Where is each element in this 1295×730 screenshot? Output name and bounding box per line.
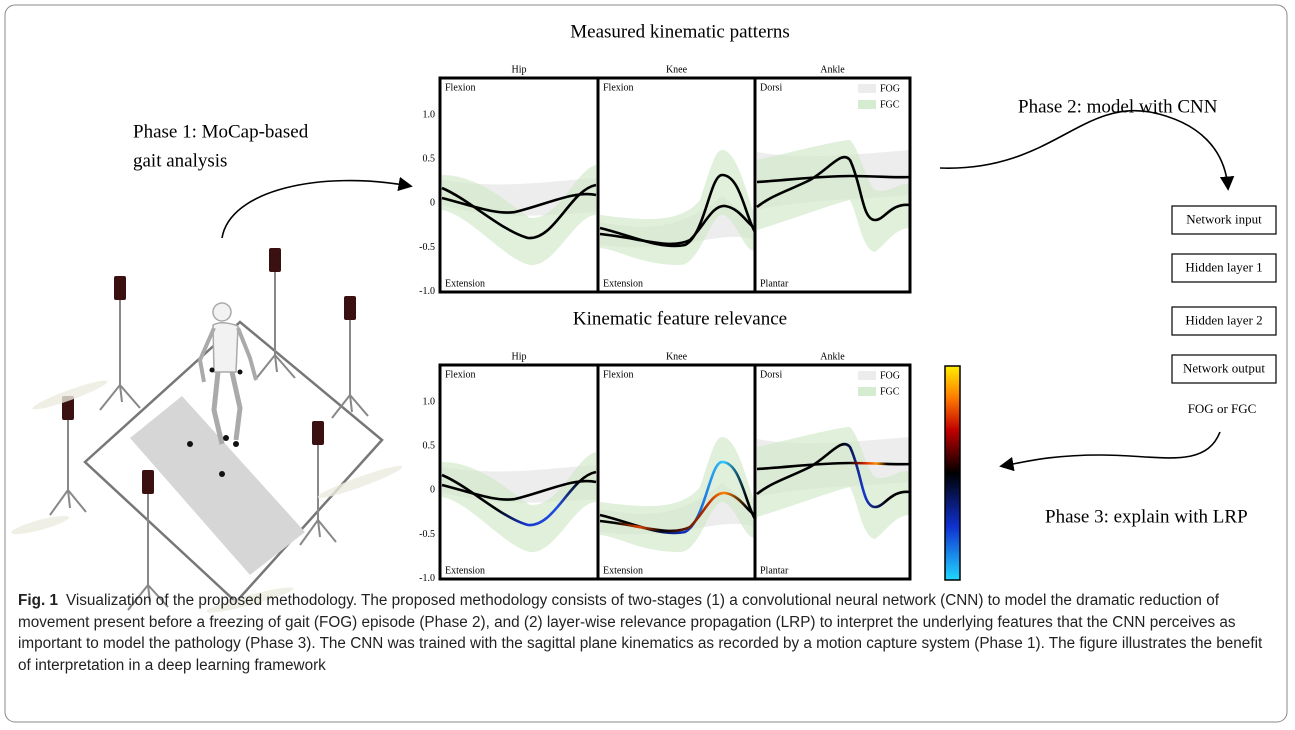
network-layer-box	[1171, 306, 1277, 336]
network-layer-label: Network output	[1183, 360, 1265, 375]
figure-border	[4, 4, 1288, 723]
axis-direction: Flexion	[445, 369, 476, 380]
subplot-title: Ankle	[820, 64, 845, 75]
subplot-title: Hip	[512, 64, 527, 75]
mean-curve	[599, 204, 756, 246]
phase-label: Phase 3: explain with LRP	[1045, 506, 1248, 527]
panel-title: Kinematic feature relevance	[573, 308, 787, 329]
arrow-phase1	[221, 176, 413, 239]
mean-curve	[756, 155, 911, 222]
curves	[441, 427, 911, 553]
axis-direction: Extension	[603, 278, 643, 289]
network-layer-label: Hidden layer 1	[1185, 259, 1262, 274]
axis-direction: Extension	[445, 278, 485, 289]
legend-label: FOG	[880, 83, 900, 94]
axis-direction: Plantar	[760, 565, 789, 576]
caption-label: Fig. 1	[18, 592, 58, 609]
mean-curve	[441, 183, 597, 240]
mean-curve	[599, 491, 756, 533]
caption-text: Visualization of the proposed methodolog…	[18, 592, 1263, 674]
legend-label: FGC	[880, 99, 900, 110]
phase-label: gait analysis	[133, 150, 227, 171]
y-tick-label: 0	[430, 198, 435, 209]
y-tick-label: 1.0	[423, 109, 436, 120]
y-tick-label: 0.5	[423, 440, 436, 451]
legend-label: FOG	[880, 370, 900, 381]
legend-swatch	[858, 371, 876, 380]
axis-direction: Dorsi	[760, 82, 782, 93]
subplot-frame	[753, 76, 912, 294]
y-tick-label: 0.5	[423, 153, 436, 164]
legend-label: FGC	[880, 386, 900, 397]
mean-curve	[441, 470, 597, 527]
axis-direction: Flexion	[603, 82, 634, 93]
fgc-band	[442, 452, 596, 553]
fgc-band	[442, 165, 596, 266]
mean-curve	[756, 174, 911, 184]
axis-direction: Flexion	[603, 369, 634, 380]
y-tick-label: -1.0	[419, 573, 435, 584]
fgc-band	[757, 427, 910, 539]
fgc-band	[757, 140, 910, 252]
mean-curve	[756, 461, 911, 471]
y-tick-label: -0.5	[419, 242, 435, 253]
legend-swatch	[858, 387, 876, 396]
arrow-phase3	[999, 431, 1221, 472]
network-layer-label: Network input	[1186, 211, 1262, 226]
phase-label: Phase 2: model with CNN	[1018, 96, 1218, 117]
axis-direction: Extension	[445, 565, 485, 576]
plot-panel: Measured kinematic patterns Hip Flexion Ext…	[419, 21, 912, 297]
network-layer-label: Hidden layer 2	[1185, 312, 1262, 327]
caption: Fig. 1 Visualization of the proposed meth…	[18, 590, 1266, 676]
network: Network input Hidden layer 1 Hidden layer …	[1171, 205, 1277, 416]
axis-direction: Flexion	[445, 82, 476, 93]
network-layer-box	[1171, 205, 1277, 235]
mean-curve	[756, 442, 911, 509]
mean-curve	[441, 479, 597, 501]
plot-panel: Kinematic feature relevance Hip Flexion Ext…	[419, 308, 912, 584]
axis-direction: Plantar	[760, 278, 789, 289]
legend-swatch	[858, 100, 876, 109]
mean-curve	[441, 192, 597, 214]
panel-title: Measured kinematic patterns	[570, 21, 789, 42]
subplot-frame	[753, 363, 912, 581]
plot-panels: Measured kinematic patterns Hip Flexion Ext…	[419, 21, 912, 584]
subplot-title: Ankle	[820, 351, 845, 362]
mocap-scene	[10, 248, 403, 613]
arrow-phase2	[939, 109, 1235, 191]
network-layer-box	[1171, 253, 1277, 283]
y-tick-label: -0.5	[419, 529, 435, 540]
axis-direction: Extension	[603, 565, 643, 576]
phase-label: Phase 1: MoCap-based	[133, 121, 309, 142]
subplot-title: Knee	[666, 64, 688, 75]
y-tick-label: -1.0	[419, 286, 435, 297]
relevance-colorbar	[944, 365, 961, 581]
curves	[441, 140, 911, 266]
network-result: FOG or FGC	[1188, 401, 1257, 416]
y-tick-label: 0	[430, 485, 435, 496]
axis-direction: Dorsi	[760, 369, 782, 380]
network-layer-box	[1171, 354, 1277, 384]
y-tick-label: 1.0	[423, 396, 436, 407]
subplot-title: Hip	[512, 351, 527, 362]
subplot-title: Knee	[666, 351, 688, 362]
legend-swatch	[858, 84, 876, 93]
